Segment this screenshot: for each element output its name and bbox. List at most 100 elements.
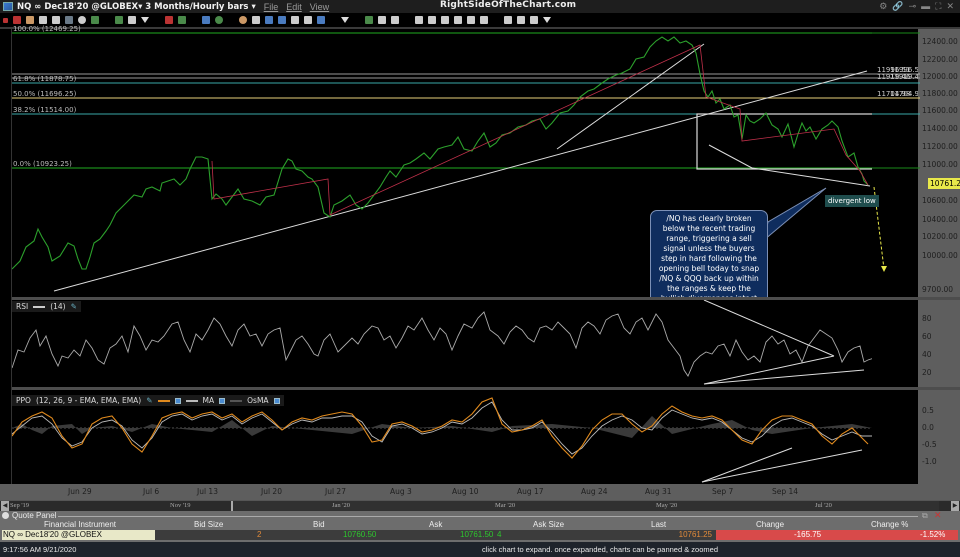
green-dot-icon[interactable] [215,16,223,24]
quote-panel-title: Quote Panel [12,511,57,520]
wrench-icon[interactable] [530,16,538,24]
pointer-icon[interactable] [26,16,34,24]
print-icon[interactable] [52,16,60,24]
analysis-callout: /NQ has clearly broken below the recent … [650,210,768,309]
settings-icon[interactable]: ⚙ [879,1,888,11]
area-icon[interactable] [202,16,210,24]
ppo-visible-checkbox[interactable] [174,397,181,404]
pin-icon[interactable]: ⊸ [908,1,917,11]
menu-edit[interactable]: Edit [286,1,302,12]
instrument-cell[interactable]: NQ ∞ Dec18'20 @GLOBEX [2,530,155,540]
target-icon[interactable] [239,16,247,24]
dropdown-icon[interactable] [543,17,551,23]
pane-splitter[interactable] [0,387,960,390]
y-tick: 10200.00 [922,232,958,241]
redo-icon[interactable] [304,16,312,24]
line-label: 11704.98 [890,90,924,98]
ruler-icon[interactable] [391,16,399,24]
time-axis[interactable]: Jun 29 Jul 6 Jul 13 Jul 20 Jul 27 Aug 3 … [12,484,872,500]
collapse-icon[interactable] [2,512,9,519]
col-header-change[interactable]: Change [756,520,785,529]
ma-visible-checkbox[interactable] [219,397,226,404]
col-header-instrument[interactable]: Financial Instrument [44,520,117,529]
col-header-change-pct[interactable]: Change % [871,520,909,529]
link-icon[interactable]: 🔗 [892,1,904,11]
arrow-icon[interactable] [317,16,325,24]
price-y-axis[interactable] [918,29,960,297]
y-tick: 10400.00 [922,215,958,224]
divider [0,27,960,29]
draw-line-icon[interactable] [165,16,173,24]
expand-icon[interactable] [467,16,475,24]
compress-icon[interactable] [480,16,488,24]
note-icon[interactable] [278,16,286,24]
undo-icon[interactable] [291,16,299,24]
rsi-y-axis[interactable] [918,300,960,387]
nav-label: Sep '19 [10,502,30,509]
ppo-y-axis[interactable] [918,390,960,484]
navigator-window-handle[interactable] [231,501,939,511]
trendline-icon[interactable] [378,16,386,24]
scroll-left-button[interactable]: ◀ [1,501,9,511]
circle-icon[interactable] [78,16,86,24]
ppo-canvas[interactable] [12,390,872,484]
palette2-icon[interactable] [504,16,512,24]
fib-label-0: 0.0% (10923.25) [13,160,72,168]
refresh-icon[interactable] [517,16,525,24]
dropdown-icon[interactable] [341,17,349,23]
ppo-legend[interactable]: PPO (12, 26, 9 - EMA, EMA, EMA) ✎ MA OsM… [12,395,284,406]
shift-right-icon[interactable] [454,16,462,24]
col-header-bid-size[interactable]: Bid Size [194,520,224,529]
ppo-tick: 0.0 [922,423,934,432]
crosshair-icon[interactable] [13,16,21,24]
y-tick: 11600.00 [922,106,958,115]
col-header-ask-size[interactable]: Ask Size [533,520,565,529]
quote-row[interactable]: NQ ∞ Dec18'20 @GLOBEX 2 10760.50 10761.5… [2,530,958,540]
osma-swatch [230,399,243,402]
col-header-last[interactable]: Last [651,520,667,529]
dropdown-icon[interactable] [141,17,149,23]
ppo-panel[interactable]: PPO (12, 26, 9 - EMA, EMA, EMA) ✎ MA OsM… [12,390,872,484]
quote-panel-header[interactable]: Quote Panel [2,511,56,520]
zoom-in-icon[interactable] [415,16,423,24]
price-chart-canvas[interactable] [12,29,872,297]
text-icon[interactable] [265,16,273,24]
osma-visible-checkbox[interactable] [273,397,280,404]
maximize-icon[interactable]: ⛶ [935,1,942,11]
palette-icon[interactable] [65,16,73,24]
ma-line-swatch [185,399,198,402]
shift-left-icon[interactable] [441,16,449,24]
chart-add-icon[interactable] [115,16,123,24]
channel-icon[interactable] [365,16,373,24]
rsi-panel[interactable]: RSI (14) ✎ [12,300,872,387]
menu-file[interactable]: File [263,1,279,12]
menu-view[interactable]: View [309,1,330,12]
col-header-ask[interactable]: Ask [429,520,443,529]
time-tick: Jul 27 [325,487,346,496]
picture-icon[interactable] [91,16,99,24]
col-header-bid[interactable]: Bid [313,520,325,529]
fork-icon[interactable] [252,16,260,24]
minimize-icon[interactable]: ▬ [921,1,931,11]
edit-icon[interactable]: ✎ [146,396,153,405]
scroll-right-button[interactable]: ▶ [951,501,959,511]
rsi-canvas[interactable] [12,300,872,387]
chart-title[interactable]: NQ ∞ Dec18'20 @GLOBEX▾ 3 Months/Hourly b… [17,1,256,12]
y-tick: 10600.00 [922,196,958,205]
bars-icon[interactable] [178,16,186,24]
callout-pointer [763,187,827,242]
edit-icon[interactable]: ✎ [70,302,77,311]
layout-icon[interactable] [128,16,136,24]
rsi-legend[interactable]: RSI (14) ✎ [12,301,81,312]
time-navigator[interactable]: ◀ Sep '19 Nov '19 Jan '20 Mar '20 May '2… [0,500,960,511]
detach-icon[interactable]: ⧉ [922,511,928,520]
close-icon[interactable] [3,17,8,23]
change-cell: -165.75 [794,530,822,539]
close-icon[interactable]: ✕ [934,510,942,520]
app-chart-icon [3,2,13,11]
fib-label-100: 100.0% (12469.25) [13,25,81,33]
pane-splitter[interactable] [0,297,960,300]
close-icon[interactable]: ✕ [946,1,954,11]
grid-icon[interactable] [39,16,47,24]
zoom-out-icon[interactable] [428,16,436,24]
